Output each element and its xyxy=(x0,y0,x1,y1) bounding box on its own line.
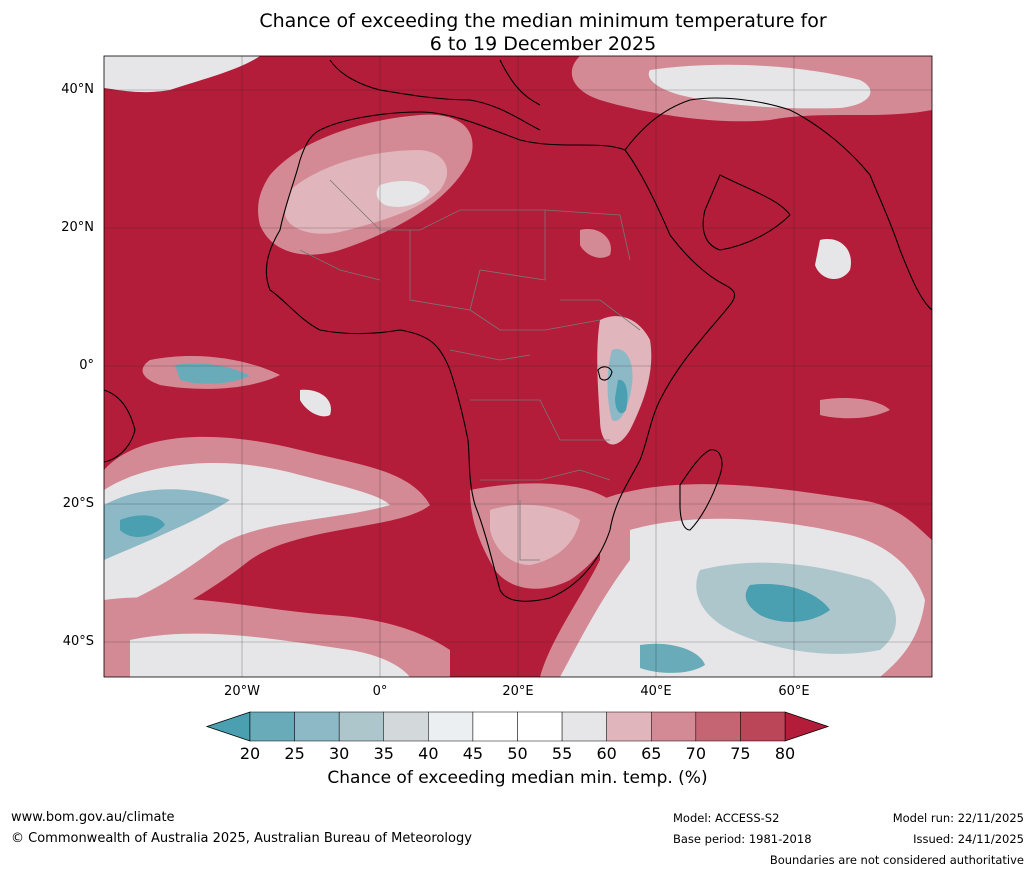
colorbar-tick-label: 35 xyxy=(373,744,394,763)
lat-label-40s: 40°S xyxy=(62,634,94,649)
colorbar-tick-label: 30 xyxy=(328,744,350,763)
lon-label-20e: 20°E xyxy=(502,684,534,699)
colorbar-segment xyxy=(428,711,474,742)
colorbar-tick-label: 80 xyxy=(774,744,796,763)
anomaly-patches xyxy=(104,56,932,677)
copyright-text: © Commonwealth of Australia 2025, Austra… xyxy=(11,831,472,846)
title-line-1: Chance of exceeding the median minimum t… xyxy=(259,10,827,32)
colorbar-segment xyxy=(294,711,340,742)
colorbar-tick-label: 20 xyxy=(239,744,261,763)
colorbar-segment xyxy=(651,711,697,742)
colorbar-segment xyxy=(606,711,652,742)
issued-date: Issued: 24/11/2025 xyxy=(913,832,1024,846)
map-frame xyxy=(103,55,933,678)
base-period: Base period: 1981-2018 xyxy=(673,832,812,846)
colorbar-segment xyxy=(561,711,607,742)
lon-label-60e: 60°E xyxy=(778,684,810,699)
graticule xyxy=(104,56,932,677)
colorbar-segment xyxy=(517,711,563,742)
colorbar-over-arrow xyxy=(784,711,830,742)
colorbar-tick-label: 45 xyxy=(462,744,484,763)
country-borders xyxy=(299,179,641,561)
colorbar-segment xyxy=(472,711,518,742)
boundaries-disclaimer: Boundaries are not considered authoritat… xyxy=(769,853,1024,867)
lat-label-0: 0° xyxy=(79,358,94,373)
lat-label-20s: 20°S xyxy=(62,496,94,511)
colorbar-tick-label: 50 xyxy=(507,744,528,763)
colorbar-tick-label: 75 xyxy=(730,744,751,763)
map-area xyxy=(104,56,932,677)
colorbar-under-arrow xyxy=(205,711,251,742)
model-name: Model: ACCESS-S2 xyxy=(673,811,780,825)
colorbar-title: Chance of exceeding median min. temp. (%… xyxy=(327,768,708,788)
colorbar-segment xyxy=(695,711,741,742)
colorbar-tick-label: 65 xyxy=(641,744,662,763)
colorbar-tick-label: 70 xyxy=(685,744,706,763)
colorbar-tick-label: 25 xyxy=(284,744,305,763)
colorbar-segment xyxy=(740,711,786,742)
colorbar-tick-label: 60 xyxy=(596,744,617,763)
model-run-date: Model run: 22/11/2025 xyxy=(892,811,1024,825)
lon-label-0: 0° xyxy=(372,684,388,699)
title-line-2: 6 to 19 December 2025 xyxy=(429,33,657,55)
lat-label-40n: 40°N xyxy=(61,82,94,97)
map-title: Chance of exceeding the median minimum t… xyxy=(0,10,1035,56)
colorbar-segment xyxy=(338,711,384,742)
colorbar-tick-label: 55 xyxy=(551,744,573,763)
lon-label-20w: 20°W xyxy=(224,684,260,699)
coastlines xyxy=(104,59,932,602)
colorbar-segment xyxy=(383,711,429,742)
colorbar xyxy=(205,711,830,742)
lat-label-20n: 20°N xyxy=(61,220,94,235)
lon-label-40e: 40°E xyxy=(640,684,672,699)
colorbar-segment xyxy=(249,711,295,742)
colorbar-tick-label: 40 xyxy=(418,744,439,763)
website-link[interactable]: www.bom.gov.au/climate xyxy=(11,810,175,825)
